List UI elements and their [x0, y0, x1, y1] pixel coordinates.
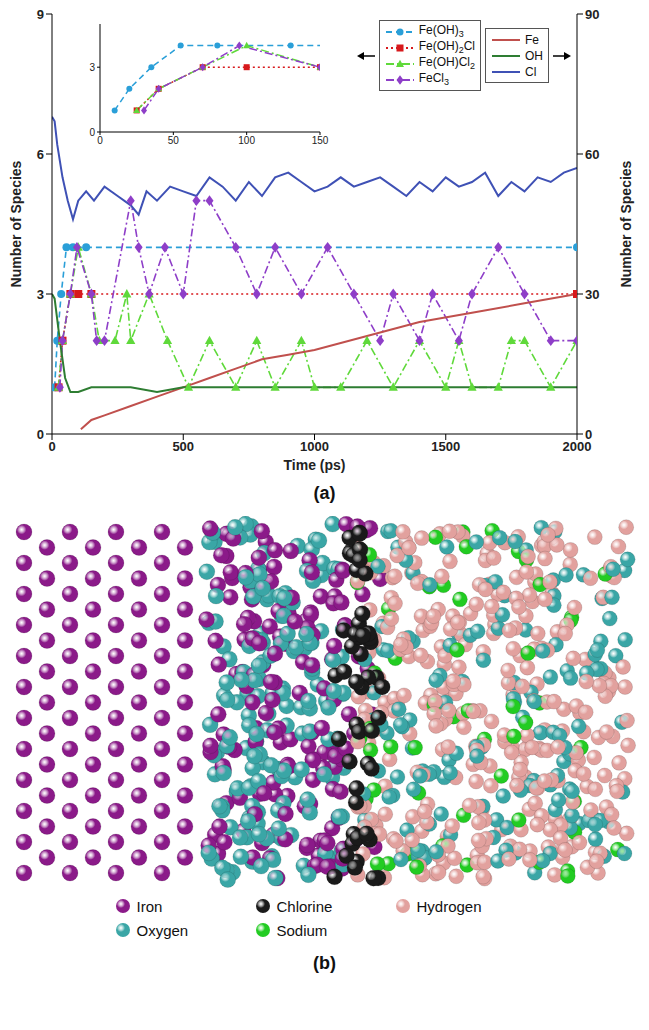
html-text:Fe(OH)2Cl: Fe(OH)2Cl: [418, 39, 475, 56]
html-text:Chlorine: Chlorine: [276, 897, 333, 915]
svg-text:1000: 1000: [300, 439, 329, 454]
svg-text:2000: 2000: [562, 439, 592, 455]
html-text:Iron: Iron: [136, 897, 163, 915]
svg-text:Number of Species: Number of Species: [618, 160, 634, 287]
svg-text:0: 0: [585, 427, 592, 442]
html-text:Hydrogen: Hydrogen: [416, 897, 482, 915]
svg-text:500: 500: [172, 439, 194, 454]
html-text:Oxygen: Oxygen: [136, 921, 189, 939]
html-text:FeCl3: FeCl3: [418, 71, 449, 88]
html-text:Cl: Cl: [525, 64, 537, 79]
svg-text:9: 9: [37, 7, 44, 22]
svg-text:50: 50: [168, 135, 180, 146]
svg-text:Time (ps): Time (ps): [284, 457, 346, 473]
svg-text:0: 0: [48, 439, 55, 454]
svg-text:90: 90: [585, 7, 599, 22]
svg-text:3: 3: [89, 62, 95, 73]
svg-text:60: 60: [585, 147, 599, 162]
svg-text:0: 0: [97, 135, 103, 146]
svg-text:150: 150: [312, 135, 329, 146]
svg-text:3: 3: [37, 287, 44, 302]
svg-text:Number of Species: Number of Species: [8, 160, 24, 287]
html-text:Fe(OH)3: Fe(OH)3: [418, 23, 464, 40]
html-text:(b): (b): [313, 953, 336, 973]
svg-text:100: 100: [238, 135, 255, 146]
html-text:Fe(OH)Cl2: Fe(OH)Cl2: [418, 55, 475, 72]
svg-text:6: 6: [37, 147, 44, 162]
html-text:Fe: Fe: [525, 32, 539, 47]
html-text:OH: OH: [525, 48, 543, 63]
svg-text:1500: 1500: [431, 439, 460, 454]
svg-text:0: 0: [89, 127, 95, 138]
html-text:(a): (a): [313, 483, 336, 503]
html-text:Sodium: Sodium: [276, 921, 328, 939]
svg-text:0: 0: [37, 427, 44, 442]
svg-text:30: 30: [585, 287, 599, 302]
